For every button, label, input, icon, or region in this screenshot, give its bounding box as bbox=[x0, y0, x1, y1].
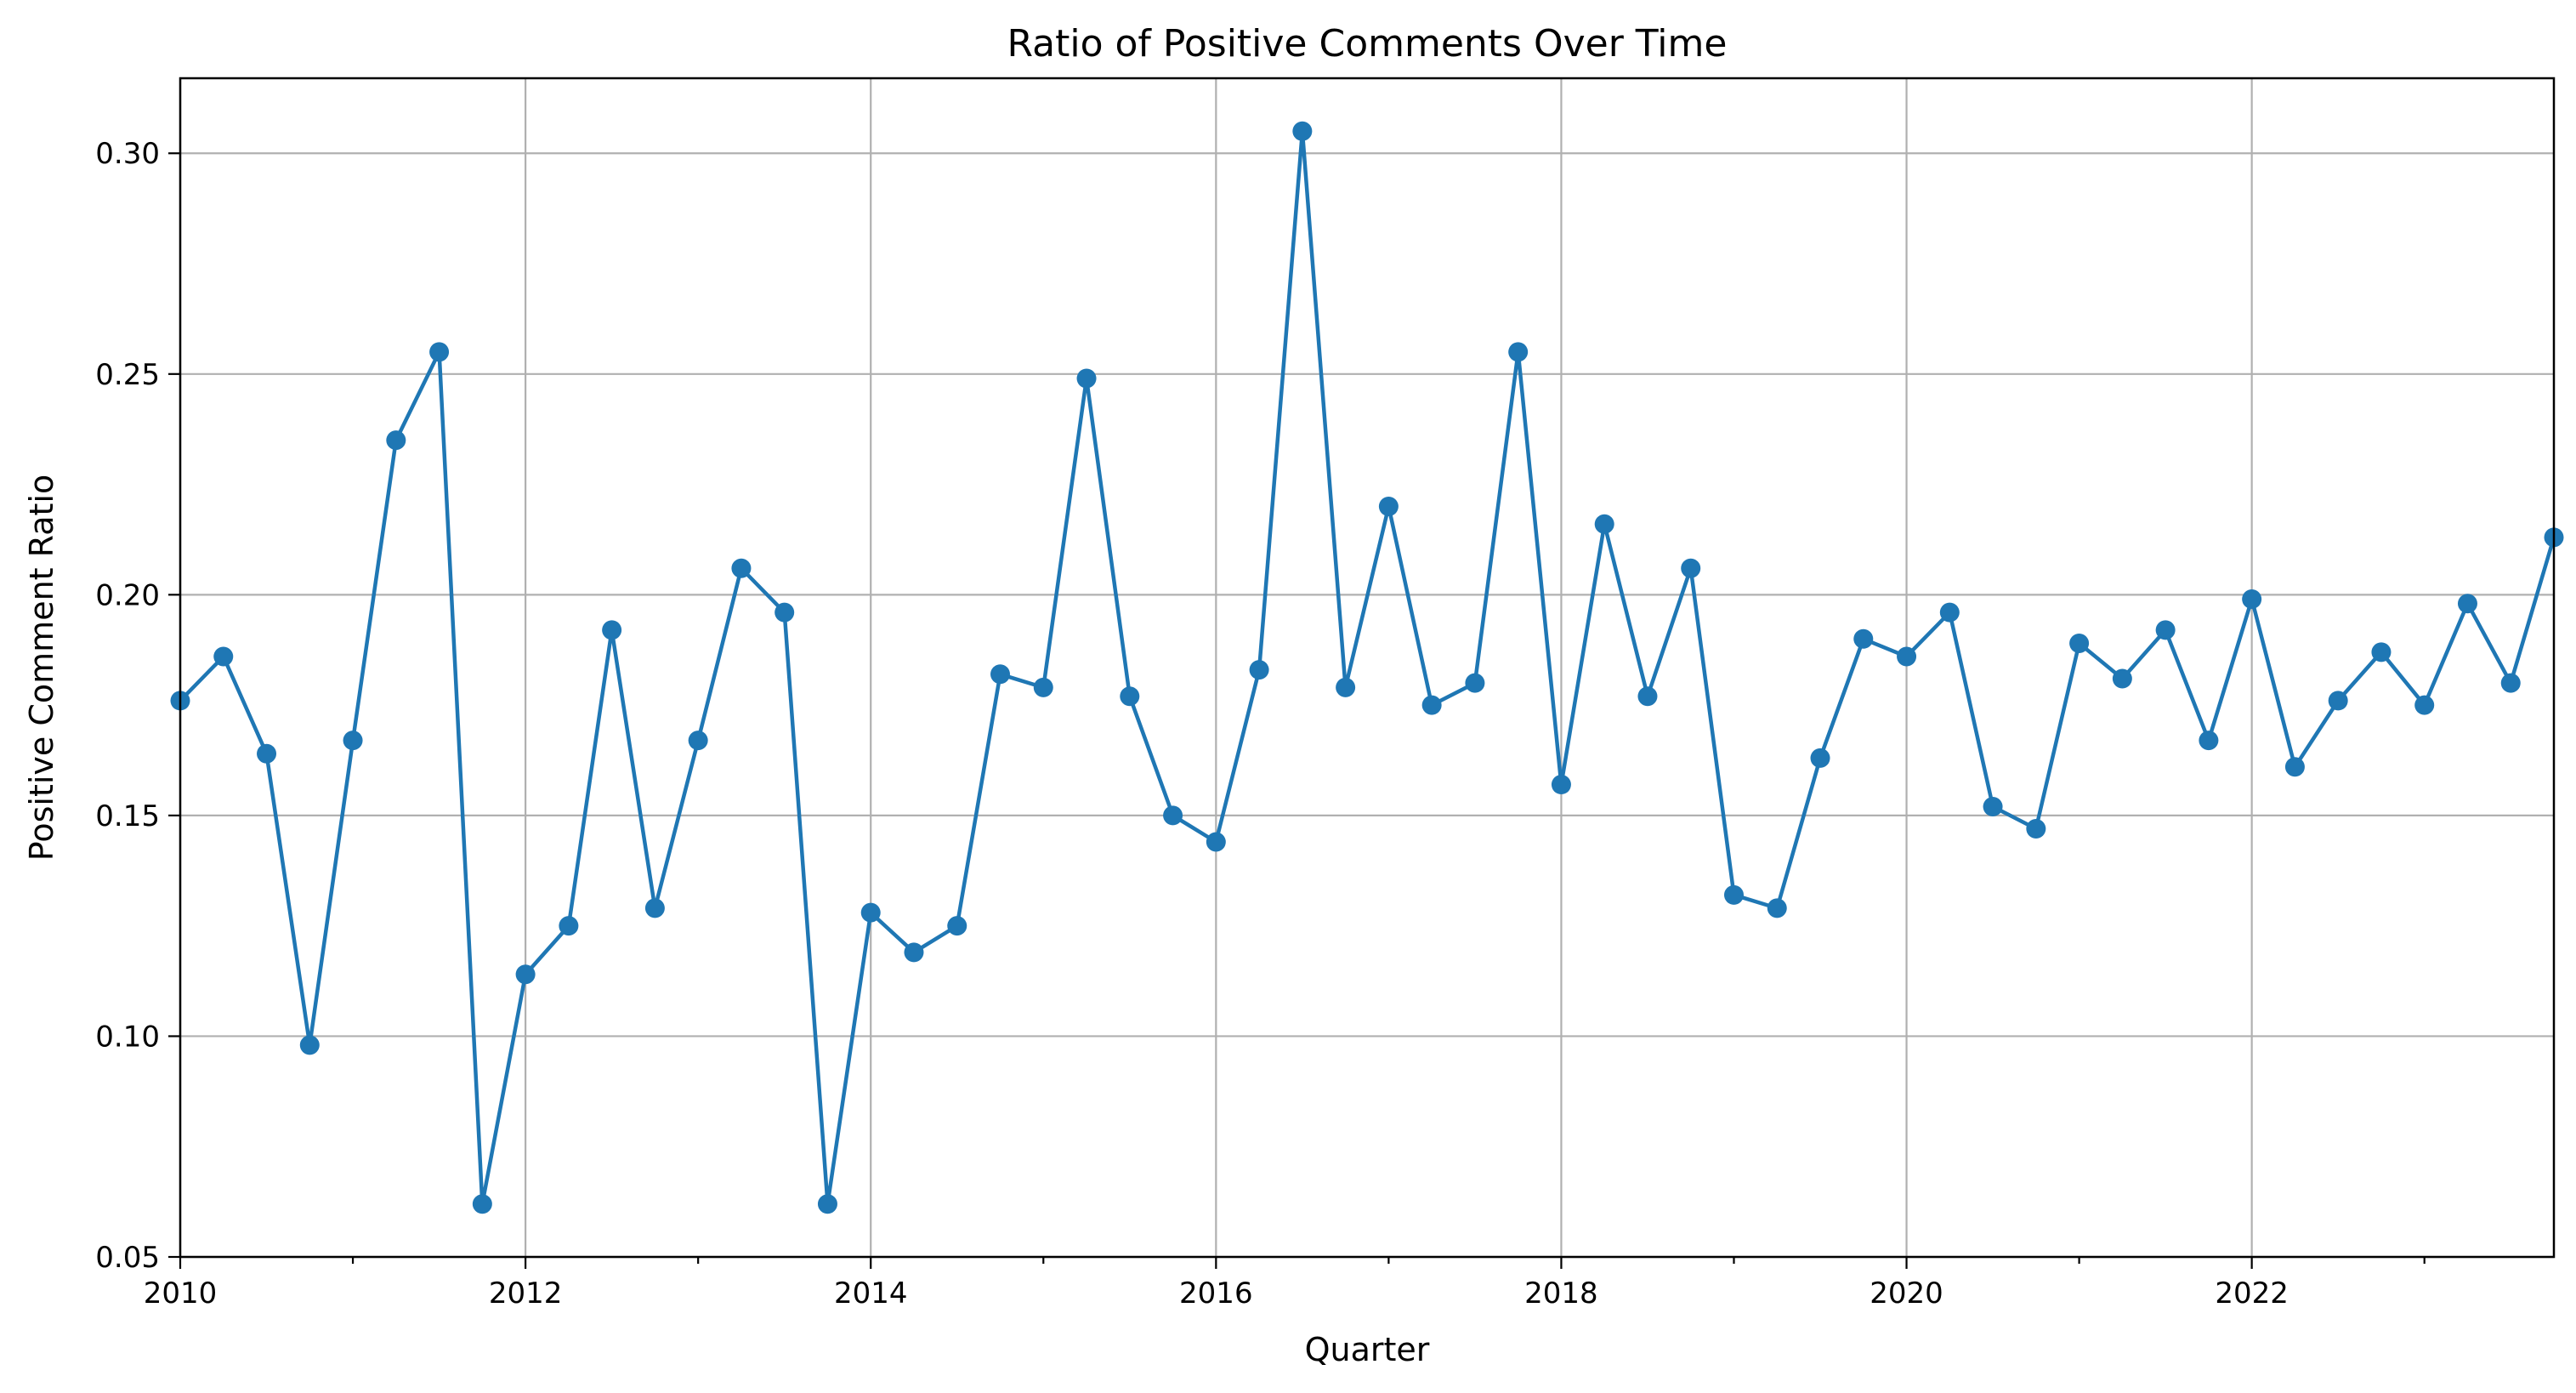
data-point bbox=[1292, 121, 1313, 141]
x-tick-label: 2016 bbox=[1179, 1276, 1253, 1311]
data-point bbox=[1810, 748, 1830, 768]
axis-ticks: 2010 2012 2014 2016 2018 2020 2022 0.05 0.10 0.15… bbox=[95, 137, 2426, 1311]
data-point bbox=[559, 916, 579, 936]
data-point bbox=[2112, 668, 2132, 689]
data-point bbox=[1983, 797, 2003, 817]
data-point bbox=[1853, 628, 1874, 649]
data-point bbox=[2199, 731, 2219, 751]
x-tick-label: 2010 bbox=[144, 1276, 218, 1311]
data-point bbox=[904, 942, 924, 963]
data-point bbox=[1421, 695, 1442, 715]
data-point bbox=[1551, 775, 1571, 795]
data-point bbox=[602, 620, 622, 640]
data-point bbox=[515, 964, 536, 985]
y-axis-label: Positive Comment Ratio bbox=[23, 475, 60, 861]
series bbox=[170, 121, 2564, 1214]
data-point bbox=[2242, 589, 2262, 610]
data-point bbox=[1206, 832, 1226, 852]
data-point bbox=[1163, 805, 1183, 826]
data-point bbox=[1594, 514, 1614, 534]
data-point bbox=[1465, 673, 1485, 693]
data-point bbox=[775, 602, 795, 623]
data-point bbox=[1637, 686, 1658, 707]
y-tick-label: 0.30 bbox=[95, 137, 160, 171]
data-point bbox=[299, 1035, 320, 1055]
data-point bbox=[257, 743, 277, 764]
data-point bbox=[644, 898, 665, 918]
data-point bbox=[1767, 898, 1787, 918]
data-point bbox=[817, 1194, 837, 1214]
data-point bbox=[1336, 677, 1356, 697]
data-point bbox=[2371, 642, 2392, 662]
data-point bbox=[731, 558, 752, 578]
plot-frame bbox=[179, 77, 2556, 1259]
x-axis-label: Quarter bbox=[1305, 1331, 1430, 1368]
data-point bbox=[343, 731, 363, 751]
data-point bbox=[1033, 677, 1053, 697]
data-point bbox=[1723, 884, 1744, 905]
data-point bbox=[213, 646, 234, 667]
y-tick-label: 0.10 bbox=[95, 1020, 160, 1054]
data-point bbox=[2457, 594, 2477, 614]
y-tick-label: 0.15 bbox=[95, 799, 160, 833]
data-point bbox=[1120, 686, 1140, 707]
data-point bbox=[2328, 691, 2348, 711]
data-point bbox=[429, 342, 450, 362]
x-tick-label: 2018 bbox=[1524, 1276, 1598, 1311]
x-tick-label: 2012 bbox=[489, 1276, 563, 1311]
data-point bbox=[2284, 757, 2305, 777]
data-point bbox=[386, 430, 406, 451]
data-point bbox=[1378, 497, 1399, 517]
data-point bbox=[1508, 342, 1529, 362]
data-point bbox=[947, 916, 967, 936]
y-tick-label: 0.05 bbox=[95, 1241, 160, 1275]
data-point bbox=[2155, 620, 2176, 640]
y-tick-label: 0.20 bbox=[95, 578, 160, 612]
x-tick-label: 2022 bbox=[2215, 1276, 2289, 1311]
data-point bbox=[1249, 660, 1269, 680]
data-point bbox=[2026, 818, 2046, 839]
x-tick-label: 2014 bbox=[834, 1276, 908, 1311]
data-point bbox=[472, 1194, 492, 1214]
series-line bbox=[179, 129, 2556, 1206]
data-point bbox=[1939, 602, 1960, 623]
data-point bbox=[688, 731, 708, 751]
data-point bbox=[860, 902, 881, 923]
data-point bbox=[2414, 695, 2435, 715]
data-point bbox=[2069, 633, 2090, 653]
data-point bbox=[1897, 646, 1917, 667]
data-point bbox=[1681, 558, 1701, 578]
y-tick-label: 0.25 bbox=[95, 358, 160, 392]
data-point bbox=[2500, 673, 2521, 693]
x-tick-label: 2020 bbox=[1870, 1276, 1943, 1311]
chart-title: Ratio of Positive Comments Over Time bbox=[1007, 22, 1728, 65]
data-point bbox=[1076, 368, 1097, 389]
data-point bbox=[990, 664, 1011, 685]
